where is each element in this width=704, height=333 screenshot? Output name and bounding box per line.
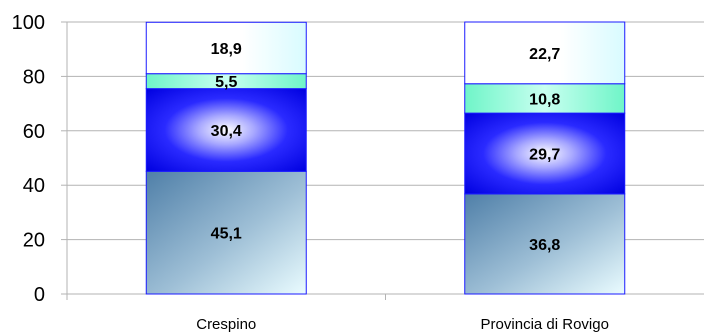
bar-segment: [145, 88, 307, 172]
bar-segment: [145, 170, 307, 295]
y-axis-tick-labels: 0 20 40 60 80 100: [12, 12, 45, 306]
y-tick-label: 20: [23, 230, 45, 252]
x-category-label: Crespino: [196, 316, 256, 333]
data-labels: 45,1 30,4 5,5 18,9 36,8 29,7 10,8 22,7: [211, 41, 561, 254]
y-tick-label: 0: [34, 284, 45, 306]
y-tick-label: 40: [23, 175, 45, 197]
data-label: 36,8: [529, 237, 560, 254]
data-label: 30,4: [211, 123, 242, 140]
data-label: 10,8: [529, 91, 560, 108]
data-label: 5,5: [215, 74, 237, 91]
data-label: 29,7: [529, 147, 560, 164]
bar-segment: [145, 21, 307, 75]
y-tick-label: 100: [12, 12, 45, 34]
bar-segment: [464, 83, 626, 114]
x-category-label: Provincia di Rovigo: [481, 316, 609, 333]
x-axis-category-labels: Crespino Provincia di Rovigo: [196, 316, 609, 333]
bar-segment: [464, 193, 626, 295]
bar-segment: [464, 21, 626, 85]
data-label: 22,7: [529, 46, 560, 63]
y-tick-label: 60: [23, 121, 45, 143]
bars: [145, 21, 626, 295]
data-label: 45,1: [211, 226, 242, 243]
y-tick-label: 80: [23, 66, 45, 88]
bar-segment: [464, 112, 626, 195]
data-label: 18,9: [211, 41, 242, 58]
